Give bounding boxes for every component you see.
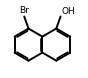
Text: Br: Br bbox=[19, 6, 29, 15]
Text: OH: OH bbox=[61, 7, 75, 16]
